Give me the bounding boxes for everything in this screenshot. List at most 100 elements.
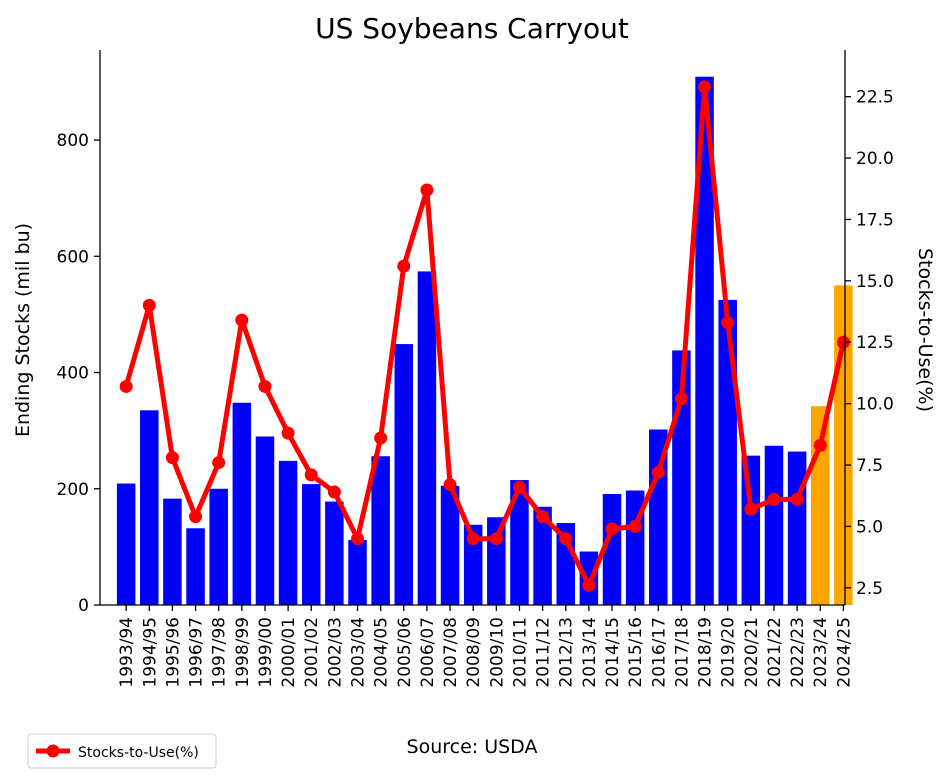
y-tick-label: 200 [57, 480, 89, 500]
bar-1999/00 [255, 436, 275, 605]
y-axis-label: Ending Stocks (mil bu) [12, 223, 34, 437]
stocks-to-use-point-1998/99 [235, 313, 249, 327]
stocks-to-use-point-2021/22 [767, 492, 781, 506]
x-tick-label: 2003/04 [349, 617, 369, 688]
bar-2011/12 [533, 506, 552, 605]
stocks-to-use-point-1995/96 [165, 451, 179, 465]
stocks-to-use-point-1996/97 [189, 510, 203, 524]
stocks-to-use-point-2010/11 [512, 480, 526, 494]
stocks-to-use-point-2002/03 [327, 485, 341, 499]
stocks-to-use-point-2022/23 [790, 492, 804, 506]
stocks-to-use-point-1994/95 [142, 298, 156, 312]
x-tick-label: 2019/20 [719, 617, 739, 688]
stocks-to-use-point-2023/24 [813, 438, 827, 452]
legend: Stocks-to-Use(%) [27, 733, 217, 769]
x-tick-label: 2007/08 [441, 617, 461, 688]
bar-2008/09 [463, 524, 483, 605]
y2-tick-label: 15.0 [856, 272, 894, 292]
y-tick-label: 600 [57, 247, 89, 267]
x-tick-label: 2000/01 [279, 617, 299, 688]
x-tick-label: 2015/16 [626, 617, 646, 688]
x-tick-label: 2021/22 [765, 617, 785, 688]
bar-1993/94 [116, 483, 136, 605]
x-tick-label: 2002/03 [325, 617, 345, 688]
stocks-to-use-point-2001/02 [304, 468, 318, 482]
stocks-to-use-point-2014/15 [605, 522, 619, 536]
x-tick-label: 2014/15 [603, 617, 623, 688]
chart-title: US Soybeans Carryout [315, 12, 629, 45]
bar-2007/08 [440, 485, 460, 605]
bar-2004/05 [371, 456, 390, 605]
y2-tick-label: 2.5 [856, 579, 883, 599]
x-tick-label: 2011/12 [534, 617, 554, 688]
legend-marker [46, 744, 60, 758]
x-tick-label: 2008/09 [464, 617, 484, 688]
stocks-to-use-point-2017/18 [674, 392, 688, 406]
stocks-to-use-point-2020/21 [744, 502, 758, 516]
y2-tick-label: 22.5 [856, 88, 894, 108]
stocks-to-use-point-2012/13 [559, 532, 573, 546]
bar-2006/07 [417, 271, 437, 605]
bar-2005/06 [394, 344, 414, 605]
x-tick-label: 2017/18 [672, 617, 692, 688]
x-tick-label: 1995/96 [163, 617, 183, 688]
x-tick-label: 2009/10 [487, 617, 507, 688]
bar-1995/96 [163, 498, 182, 605]
x-tick-label: 2012/13 [557, 617, 577, 688]
bar-2020/21 [741, 455, 761, 605]
x-tick-label: 1994/95 [140, 617, 160, 688]
bar-2021/22 [764, 445, 784, 605]
bar-1997/98 [209, 488, 228, 605]
bar-series [116, 76, 853, 606]
stocks-to-use-point-2005/06 [397, 259, 411, 273]
x-tick-label: 2022/23 [788, 617, 808, 688]
axes: 0 200 400 600 800 2.5 5.0 7.5 10.0 12.5 15.0 17.5 20… [57, 50, 894, 688]
x-tick-label: 1996/97 [187, 617, 207, 688]
x-tick-label: 2004/05 [372, 617, 392, 688]
y2-tick-label: 7.5 [856, 456, 883, 476]
stocks-to-use-point-2018/19 [698, 80, 712, 94]
legend-box [27, 733, 217, 769]
stocks-to-use-point-2011/12 [536, 510, 550, 524]
bar-2001/02 [301, 484, 321, 605]
stocks-to-use-point-2016/17 [651, 465, 665, 479]
stocks-to-use-point-2019/20 [721, 316, 735, 330]
x-tick-label: 1999/00 [256, 617, 276, 688]
stocks-to-use-point-2000/01 [281, 426, 295, 440]
y2-tick-label: 5.0 [856, 517, 883, 537]
x-tick-label: 2023/24 [811, 617, 831, 688]
stocks-to-use-point-2015/16 [628, 519, 642, 533]
stocks-to-use-point-2024/25 [836, 335, 850, 349]
bar-2018/19 [695, 76, 714, 606]
bar-2022/23 [787, 451, 807, 605]
stocks-to-use-point-1999/00 [258, 379, 272, 393]
stocks-to-use-point-2007/08 [443, 478, 457, 492]
stocks-to-use-point-2003/04 [351, 532, 365, 546]
y2-axis-label: Stocks-to-Use(%) [914, 248, 936, 412]
y2-tick-label: 10.0 [856, 395, 894, 415]
x-tick-label: 1993/94 [117, 617, 137, 688]
y2-tick-label: 20.0 [856, 149, 894, 169]
bar-1994/95 [140, 410, 159, 605]
stocks-to-use-point-1993/94 [119, 379, 133, 393]
bar-1998/99 [232, 402, 252, 605]
y2-tick-label: 12.5 [856, 333, 894, 353]
stocks-to-use-point-2009/10 [489, 532, 503, 546]
bar-1996/97 [186, 528, 205, 605]
bar-2010/11 [510, 480, 529, 605]
bar-2013/14 [579, 551, 599, 605]
x-tick-label: 2005/06 [395, 617, 415, 688]
bar-2009/10 [487, 517, 506, 605]
bar-2014/15 [602, 494, 622, 605]
y-tick-label: 800 [57, 131, 89, 151]
y-tick-label: 0 [78, 596, 89, 616]
x-tick-label: 2024/25 [834, 617, 854, 688]
bar-2000/01 [278, 460, 298, 605]
legend-label: Stocks-to-Use(%) [78, 745, 199, 761]
source-note: Source: USDA [407, 736, 538, 758]
stocks-to-use-point-2006/07 [420, 183, 434, 197]
y-tick-label: 400 [57, 364, 89, 384]
x-tick-label: 2001/02 [302, 617, 322, 688]
x-tick-label: 1997/98 [210, 617, 230, 688]
